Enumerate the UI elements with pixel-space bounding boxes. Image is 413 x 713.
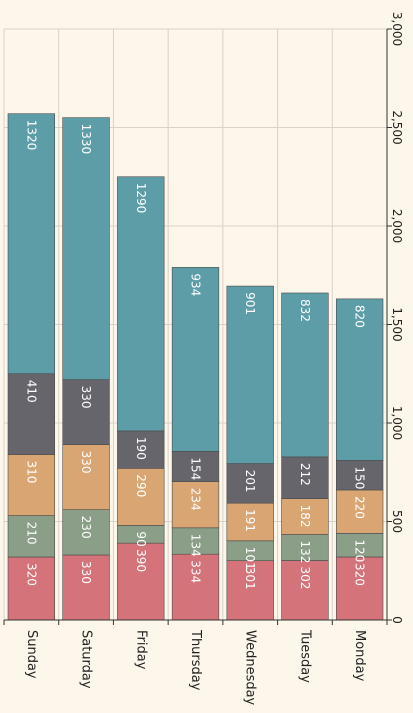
bar-segment [62, 509, 110, 556]
category-label: Monday [352, 630, 367, 682]
bar-value-label: 90 [134, 531, 148, 546]
bar-segment [226, 285, 274, 464]
bar-value-label: 301 [243, 567, 257, 590]
value-tick-label: 0 [390, 616, 404, 624]
bar-segment [226, 502, 274, 542]
bar-segment [171, 553, 220, 621]
bar-segment [62, 444, 110, 510]
bar-value-label: 150 [353, 466, 367, 489]
bar-segment [281, 560, 329, 621]
bar-value-label: 302 [298, 567, 312, 590]
category-label: Friday [133, 630, 148, 670]
bar-value-label: 832 [298, 299, 312, 322]
bar-value-label: 134 [189, 534, 203, 557]
bar-value-label: 320 [353, 563, 367, 586]
bar-value-label: 230 [79, 516, 93, 539]
bar-value-label: 154 [189, 457, 203, 480]
bar-value-label: 212 [298, 463, 312, 486]
value-tick-label: 3,000 [390, 12, 404, 46]
bar-segment [62, 117, 110, 380]
bar-value-label: 101 [243, 547, 257, 570]
bar-value-label: 320 [24, 563, 38, 586]
bar-value-label: 334 [189, 560, 203, 583]
bar-value-label: 901 [243, 292, 257, 315]
bar-segment [117, 468, 165, 526]
bar-value-label: 190 [134, 437, 148, 460]
bar-value-label: 820 [353, 305, 367, 328]
bar-value-label: 1290 [134, 183, 148, 214]
bar-value-label: 1320 [24, 120, 38, 151]
bar-segment [117, 542, 165, 621]
bar-value-label: 210 [24, 522, 38, 545]
bar-value-label: 330 [79, 451, 93, 474]
bar-value-label: 220 [353, 496, 367, 519]
bar-value-label: 191 [243, 509, 257, 532]
bar-value-label: 410 [24, 380, 38, 403]
bar-value-label: 290 [134, 474, 148, 497]
category-label: Sunday [24, 630, 39, 679]
bar-segment [7, 373, 56, 455]
bar-value-label: 120 [353, 539, 367, 562]
bar-value-label: 201 [243, 470, 257, 493]
bar-value-label: 310 [24, 461, 38, 484]
bar-value-label: 330 [79, 561, 93, 584]
value-tick-label: 1,000 [390, 406, 404, 440]
bar-segment [335, 298, 384, 461]
bar-segment [171, 481, 220, 529]
bar-segment [7, 113, 56, 375]
bar-segment [62, 554, 110, 621]
category-label: Saturday [79, 630, 94, 689]
bar-segment [226, 463, 274, 504]
value-tick-label: 500 [390, 510, 404, 533]
value-tick-label: 1,500 [390, 307, 404, 341]
category-label: Wednesday [243, 630, 258, 706]
bar-value-label: 1330 [79, 124, 93, 155]
bar-segment [171, 267, 220, 452]
bar-segment [281, 456, 329, 499]
value-tick-label: 2,500 [390, 110, 404, 144]
bar-segment [281, 534, 329, 561]
bar-value-label: 182 [298, 505, 312, 528]
bar-segment [171, 451, 220, 483]
bar-value-label: 330 [79, 386, 93, 409]
category-label: Tuesday [297, 629, 312, 683]
bar-segment [335, 556, 384, 621]
bar-value-label: 132 [298, 541, 312, 564]
bar-value-label: 934 [189, 273, 203, 296]
category-label: Thursday [188, 629, 203, 691]
bar-segment [281, 292, 329, 458]
bar-value-label: 234 [189, 488, 203, 511]
bar-segment [117, 176, 165, 432]
bar-segment [226, 560, 274, 621]
bar-segment [62, 379, 110, 445]
value-tick-label: 2,000 [390, 209, 404, 243]
bar-value-label: 390 [134, 549, 148, 572]
